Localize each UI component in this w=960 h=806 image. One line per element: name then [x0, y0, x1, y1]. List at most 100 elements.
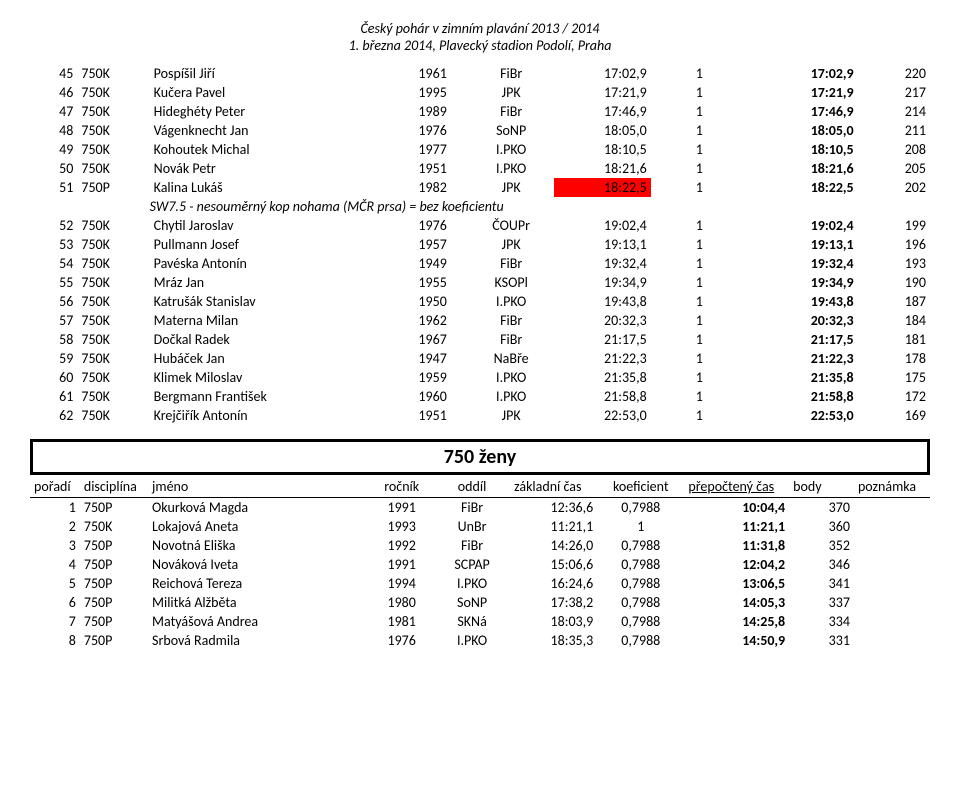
cell-name: Lokajová Aneta: [148, 517, 369, 536]
cell-calc: 19:32,4: [748, 254, 858, 273]
cell-coef: 1: [651, 140, 748, 159]
cell-calc: 10:04,4: [684, 498, 789, 518]
cell-disc: 750K: [77, 140, 149, 159]
cell-calc: 21:22,3: [748, 349, 858, 368]
cell-disc: 750P: [77, 178, 149, 197]
cell-calc: 17:21,9: [748, 83, 858, 102]
cell-time: 17:38,2: [510, 593, 597, 612]
cell-rank: 52: [30, 216, 77, 235]
hdr-disc: disciplína: [80, 477, 148, 498]
cell-disc: 750K: [77, 121, 149, 140]
cell-rank: 54: [30, 254, 77, 273]
cell-time: 19:32,4: [554, 254, 651, 273]
table-row: 50750KNovák Petr1951I.PKO18:21,6118:21,6…: [30, 159, 930, 178]
cell-year: 1976: [396, 216, 468, 235]
cell-time: 18:22,5: [554, 178, 651, 197]
cell-name: Militká Alžběta: [148, 593, 369, 612]
cell-club: SKNá: [434, 612, 510, 631]
cell-calc: 21:35,8: [748, 368, 858, 387]
table-row: 8750PSrbová Radmila1976I.PKO18:35,30,798…: [30, 631, 930, 650]
hdr-time: základní čas: [510, 477, 597, 498]
cell-rank: 1: [30, 498, 80, 518]
cell-time: 11:21,1: [510, 517, 597, 536]
cell-disc: 750P: [80, 498, 148, 518]
cell-body: 193: [858, 254, 930, 273]
cell-body: 211: [858, 121, 930, 140]
cell-club: JPK: [469, 406, 554, 425]
cell-year: 1980: [369, 593, 434, 612]
note-row: SW7.5 - nesouměrný kop nohama (MČR prsa)…: [30, 197, 930, 216]
cell-calc: 19:43,8: [748, 292, 858, 311]
cell-coef: 1: [651, 83, 748, 102]
cell-disc: 750K: [77, 83, 149, 102]
cell-coef: 1: [651, 387, 748, 406]
cell-club: I.PKO: [469, 140, 554, 159]
cell-name: Mráz Jan: [150, 273, 397, 292]
cell-time: 17:46,9: [554, 102, 651, 121]
hdr-coef: koeficient: [597, 477, 684, 498]
cell-coef: 0,7988: [597, 574, 684, 593]
table-row: 56750KKatrušák Stanislav1950I.PKO19:43,8…: [30, 292, 930, 311]
cell-calc: 18:10,5: [748, 140, 858, 159]
cell-rank: 59: [30, 349, 77, 368]
cell-rank: 5: [30, 574, 80, 593]
table-row: 5750PReichová Tereza1994I.PKO16:24,60,79…: [30, 574, 930, 593]
cell-time: 18:21,6: [554, 159, 651, 178]
cell-club: FiBr: [469, 64, 554, 83]
cell-calc: 12:04,2: [684, 555, 789, 574]
cell-year: 1950: [396, 292, 468, 311]
cell-body: 214: [858, 102, 930, 121]
cell-time: 17:02,9: [554, 64, 651, 83]
cell-club: SoNP: [434, 593, 510, 612]
cell-calc: 19:34,9: [748, 273, 858, 292]
cell-year: 1962: [396, 311, 468, 330]
column-headers: pořadí disciplína jméno ročník oddíl zák…: [30, 477, 930, 498]
cell-name: Kalina Lukáš: [150, 178, 397, 197]
table-row: 48750KVágenknecht Jan1976SoNP18:05,0118:…: [30, 121, 930, 140]
cell-name: Pullmann Josef: [150, 235, 397, 254]
cell-time: 21:58,8: [554, 387, 651, 406]
cell-disc: 750K: [77, 406, 149, 425]
cell-year: 1960: [396, 387, 468, 406]
hdr-year: ročník: [369, 477, 434, 498]
cell-time: 16:24,6: [510, 574, 597, 593]
cell-body: 360: [789, 517, 854, 536]
table-row: 61750KBergmann František1960I.PKO21:58,8…: [30, 387, 930, 406]
cell-calc: 20:32,3: [748, 311, 858, 330]
cell-body: 196: [858, 235, 930, 254]
cell-name: Klimek Miloslav: [150, 368, 397, 387]
cell-body: 199: [858, 216, 930, 235]
cell-calc: 13:06,5: [684, 574, 789, 593]
cell-name: Hideghéty Peter: [150, 102, 397, 121]
header-title: Český pohár v zimním plavání 2013 / 2014: [30, 20, 930, 37]
cell-body: 178: [858, 349, 930, 368]
cell-year: 1989: [396, 102, 468, 121]
cell-club: FiBr: [469, 102, 554, 121]
cell-coef: 0,7988: [597, 612, 684, 631]
cell-time: 19:34,9: [554, 273, 651, 292]
cell-name: Reichová Tereza: [148, 574, 369, 593]
cell-body: 181: [858, 330, 930, 349]
cell-disc: 750K: [77, 159, 149, 178]
cell-year: 1977: [396, 140, 468, 159]
cell-body: 202: [858, 178, 930, 197]
cell-name: Materna Milan: [150, 311, 397, 330]
cell-calc: 14:05,3: [684, 593, 789, 612]
table-row: 1750POkurková Magda1991FiBr12:36,60,7988…: [30, 498, 930, 518]
cell-calc: 18:22,5: [748, 178, 858, 197]
cell-body: 172: [858, 387, 930, 406]
cell-time: 19:43,8: [554, 292, 651, 311]
cell-disc: 750K: [77, 254, 149, 273]
cell-coef: 1: [651, 311, 748, 330]
cell-coef: 1: [651, 159, 748, 178]
cell-time: 21:35,8: [554, 368, 651, 387]
table-row: 62750KKrejčiřík Antonín1951JPK22:53,0122…: [30, 406, 930, 425]
cell-year: 1995: [396, 83, 468, 102]
cell-name: Katrušák Stanislav: [150, 292, 397, 311]
cell-rank: 51: [30, 178, 77, 197]
cell-disc: 750K: [77, 311, 149, 330]
cell-year: 1991: [369, 498, 434, 518]
cell-disc: 750K: [77, 292, 149, 311]
cell-disc: 750K: [77, 368, 149, 387]
cell-coef: 1: [651, 330, 748, 349]
